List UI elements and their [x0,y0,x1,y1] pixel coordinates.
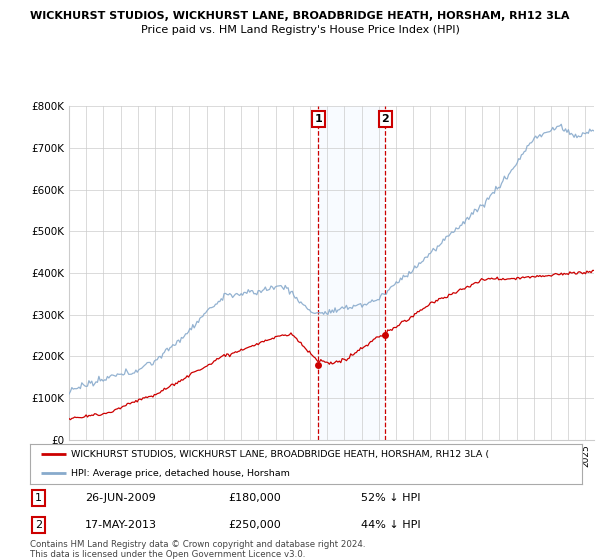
Text: Price paid vs. HM Land Registry's House Price Index (HPI): Price paid vs. HM Land Registry's House … [140,25,460,35]
Text: 1: 1 [35,493,42,503]
Text: 2: 2 [382,114,389,124]
Text: HPI: Average price, detached house, Horsham: HPI: Average price, detached house, Hors… [71,469,290,478]
Text: WICKHURST STUDIOS, WICKHURST LANE, BROADBRIDGE HEATH, HORSHAM, RH12 3LA (: WICKHURST STUDIOS, WICKHURST LANE, BROAD… [71,450,490,459]
Text: £180,000: £180,000 [229,493,281,503]
Text: 26-JUN-2009: 26-JUN-2009 [85,493,156,503]
Bar [319,106,385,440]
Text: 2: 2 [35,520,42,530]
Text: £250,000: £250,000 [229,520,281,530]
Text: 17-MAY-2013: 17-MAY-2013 [85,520,157,530]
Text: 44% ↓ HPI: 44% ↓ HPI [361,520,421,530]
Text: 52% ↓ HPI: 52% ↓ HPI [361,493,421,503]
Text: 1: 1 [314,114,322,124]
Text: Contains HM Land Registry data © Crown copyright and database right 2024.
This d: Contains HM Land Registry data © Crown c… [30,540,365,559]
Text: WICKHURST STUDIOS, WICKHURST LANE, BROADBRIDGE HEATH, HORSHAM, RH12 3LA: WICKHURST STUDIOS, WICKHURST LANE, BROAD… [30,11,570,21]
